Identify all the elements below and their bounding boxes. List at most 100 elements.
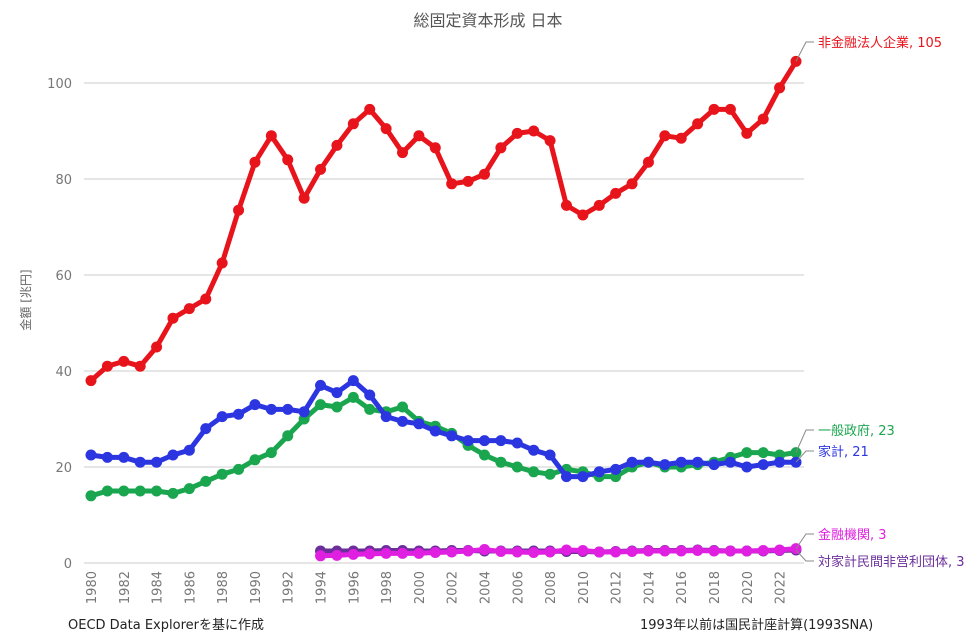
- data-point: [593, 466, 605, 478]
- data-point: [282, 403, 294, 415]
- data-point: [446, 430, 458, 442]
- data-point: [446, 178, 458, 190]
- data-point: [478, 435, 490, 447]
- x-tick-label: 1982: [118, 571, 133, 604]
- data-point: [118, 355, 130, 367]
- data-point: [724, 456, 736, 468]
- data-point: [610, 463, 622, 475]
- data-point: [741, 447, 753, 459]
- data-point: [544, 546, 556, 558]
- data-point: [478, 544, 490, 556]
- data-point: [331, 139, 343, 151]
- x-tick-label: 2004: [478, 571, 493, 604]
- series-line: [89, 60, 799, 383]
- data-point: [642, 456, 654, 468]
- data-point: [692, 118, 704, 130]
- data-point: [478, 449, 490, 461]
- x-tick-label: 2022: [774, 571, 789, 604]
- x-tick-label: 2020: [741, 571, 756, 604]
- data-point: [315, 379, 327, 391]
- data-point: [151, 456, 163, 468]
- series-end-label: 対家計民間非営利団体, 3: [818, 554, 965, 570]
- data-point: [151, 485, 163, 497]
- x-tick-label: 1998: [380, 571, 395, 604]
- data-point: [659, 130, 671, 142]
- data-point: [397, 401, 409, 413]
- data-point: [101, 360, 113, 372]
- data-point: [183, 483, 195, 495]
- data-point: [462, 435, 474, 447]
- data-point: [659, 545, 671, 557]
- data-point: [429, 546, 441, 558]
- data-point: [593, 199, 605, 211]
- data-point: [642, 545, 654, 557]
- data-point: [249, 454, 261, 466]
- data-point: [528, 125, 540, 137]
- data-point: [167, 312, 179, 324]
- source-note: OECD Data Explorerを基に作成: [68, 618, 264, 633]
- x-tick-label: 2002: [446, 571, 461, 604]
- data-point: [610, 546, 622, 558]
- series-end-label: 非金融法人企業, 105: [818, 35, 942, 51]
- data-point: [216, 411, 228, 423]
- series-end-label: 家計, 21: [818, 444, 869, 460]
- data-point: [774, 456, 786, 468]
- series-line: [90, 394, 797, 499]
- data-point: [774, 82, 786, 94]
- data-point: [347, 548, 359, 560]
- data-point: [134, 360, 146, 372]
- data-point: [85, 490, 97, 502]
- x-tick-label: 1986: [183, 571, 198, 604]
- data-point: [724, 103, 736, 115]
- data-point: [397, 415, 409, 427]
- x-tick-label: 2016: [675, 571, 690, 604]
- data-point: [495, 456, 507, 468]
- data-point: [331, 549, 343, 561]
- leader-line: [795, 549, 814, 562]
- leader-line: [795, 429, 814, 453]
- data-point: [675, 132, 687, 144]
- data-point: [249, 399, 261, 411]
- data-point: [462, 545, 474, 557]
- x-tick-label: 1994: [315, 571, 330, 604]
- data-point: [511, 546, 523, 558]
- data-point: [101, 451, 113, 463]
- data-point: [413, 418, 425, 430]
- data-point: [118, 451, 130, 463]
- data-point: [265, 447, 277, 459]
- x-tick-label: 1990: [249, 571, 264, 604]
- data-point: [380, 123, 392, 135]
- data-point: [347, 375, 359, 387]
- data-point: [298, 406, 310, 418]
- y-axis-label: 金額 [兆円]: [18, 269, 33, 330]
- data-point: [544, 468, 556, 480]
- data-point: [364, 548, 376, 560]
- data-point: [380, 547, 392, 559]
- y-tick-label: 0: [64, 557, 72, 572]
- x-tick-label: 2014: [642, 571, 657, 604]
- data-point: [167, 449, 179, 461]
- data-point: [233, 408, 245, 420]
- data-point: [315, 163, 327, 175]
- data-point: [593, 546, 605, 558]
- x-tick-label: 2010: [577, 571, 592, 604]
- leader-line: [795, 450, 814, 463]
- data-point: [249, 156, 261, 168]
- data-point: [577, 471, 589, 483]
- data-point: [315, 399, 327, 411]
- data-point: [380, 411, 392, 423]
- x-tick-label: 2006: [511, 571, 526, 604]
- data-point: [364, 103, 376, 115]
- data-point: [741, 127, 753, 139]
- data-point: [626, 456, 638, 468]
- data-point: [446, 546, 458, 558]
- x-tick-label: 1996: [347, 571, 362, 604]
- data-point: [741, 461, 753, 473]
- leader-line: [795, 41, 814, 62]
- series-end-label: 一般政府, 23: [818, 423, 895, 439]
- data-point: [183, 303, 195, 315]
- data-point: [577, 209, 589, 221]
- data-point: [101, 485, 113, 497]
